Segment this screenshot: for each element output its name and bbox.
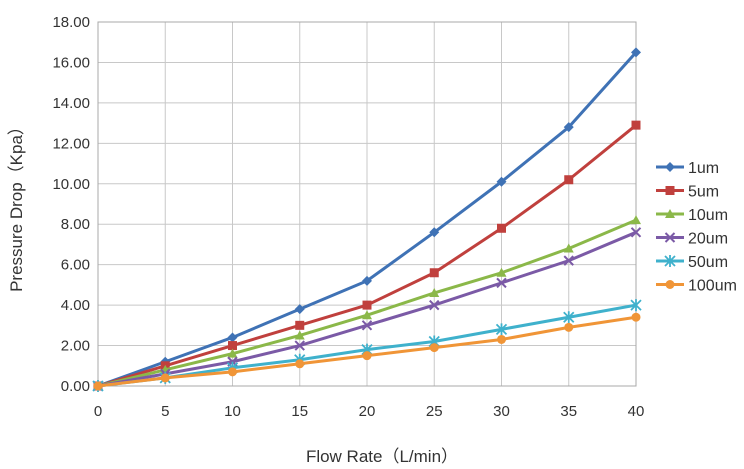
x-tick-label: 0 — [94, 403, 102, 420]
x-tick-label: 25 — [426, 403, 443, 420]
data-point — [497, 334, 506, 344]
data-point — [429, 287, 440, 297]
data-point — [429, 299, 440, 311]
legend-label: 100um — [688, 278, 737, 295]
legend-label: 5um — [688, 184, 719, 201]
legend-label: 50um — [688, 254, 728, 271]
series-100um — [93, 312, 641, 391]
data-point — [496, 267, 507, 277]
y-tick-label: 12.00 — [52, 135, 90, 152]
legend-label: 20um — [688, 231, 728, 248]
data-point — [564, 322, 574, 332]
data-point — [630, 299, 642, 312]
data-point — [631, 120, 641, 130]
legend-entry: 20um — [656, 231, 728, 248]
y-tick-label: 16.00 — [52, 54, 90, 71]
data-point — [564, 175, 574, 185]
data-point — [563, 311, 575, 324]
grid-lines — [97, 21, 637, 387]
legend-entry: 100um — [656, 278, 737, 295]
data-point — [93, 381, 103, 391]
x-tick-label: 40 — [628, 403, 645, 420]
data-point — [228, 341, 237, 351]
x-tick-label: 10 — [224, 403, 241, 420]
y-tick-label: 10.00 — [52, 176, 90, 193]
legend-entry: 5um — [656, 184, 719, 201]
data-point — [295, 359, 305, 369]
data-point — [495, 323, 508, 336]
data-point — [631, 215, 641, 225]
plot-border — [97, 21, 637, 387]
legend-marker — [665, 162, 675, 172]
x-tick-label: 15 — [291, 403, 308, 420]
data-point — [227, 348, 238, 358]
legend-label: 10um — [688, 207, 728, 224]
series-layer — [92, 47, 642, 392]
y-tick-label: 2.00 — [61, 338, 90, 355]
data-point — [362, 275, 372, 286]
data-point — [429, 343, 439, 353]
legend-marker — [665, 209, 675, 218]
data-point — [362, 351, 372, 361]
x-tick-label: 35 — [560, 403, 577, 420]
data-point — [228, 367, 237, 377]
legend-entry: 50um — [656, 254, 728, 271]
data-point — [631, 312, 641, 322]
data-point — [160, 373, 170, 383]
data-point — [362, 310, 372, 320]
legend-marker — [664, 255, 676, 267]
legend-entry: 1um — [656, 160, 719, 177]
data-point — [496, 277, 507, 289]
legend: 1um 5um 10um 20um 50um 100um — [656, 160, 737, 295]
y-tick-label: 6.00 — [61, 257, 90, 274]
data-point — [295, 320, 305, 330]
x-tick-label: 30 — [493, 403, 510, 420]
y-tick-label: 4.00 — [61, 297, 90, 314]
data-point — [294, 304, 305, 315]
data-point — [630, 227, 642, 238]
data-point — [429, 227, 440, 238]
legend-label: 1um — [688, 160, 719, 177]
data-point — [563, 255, 574, 266]
y-axis-title: Pressure Drop（Kpa） — [7, 118, 26, 292]
tick-labels: 0.00 2.00 4.00 6.00 8.00 10.00 12.00 14.00 16.00… — [52, 14, 644, 420]
data-point — [563, 122, 574, 133]
legend-marker — [665, 186, 675, 195]
x-tick-label: 5 — [161, 403, 169, 420]
data-point — [294, 340, 305, 351]
y-tick-label: 0.00 — [61, 378, 90, 395]
data-point — [294, 330, 305, 340]
legend-marker — [665, 280, 675, 289]
data-point — [631, 47, 641, 58]
data-point — [429, 268, 439, 278]
legend-marker — [664, 232, 676, 243]
data-point — [496, 176, 507, 187]
y-tick-label: 18.00 — [52, 14, 90, 31]
data-point — [563, 243, 574, 253]
y-tick-label: 14.00 — [52, 95, 90, 112]
data-point — [227, 332, 238, 343]
data-point — [361, 320, 373, 331]
y-tick-label: 8.00 — [61, 216, 90, 233]
x-axis-title: Flow Rate（L/min） — [306, 447, 458, 466]
data-point — [362, 300, 372, 310]
x-tick-label: 20 — [359, 403, 376, 420]
data-point — [497, 223, 506, 233]
legend-entry: 10um — [656, 207, 728, 224]
